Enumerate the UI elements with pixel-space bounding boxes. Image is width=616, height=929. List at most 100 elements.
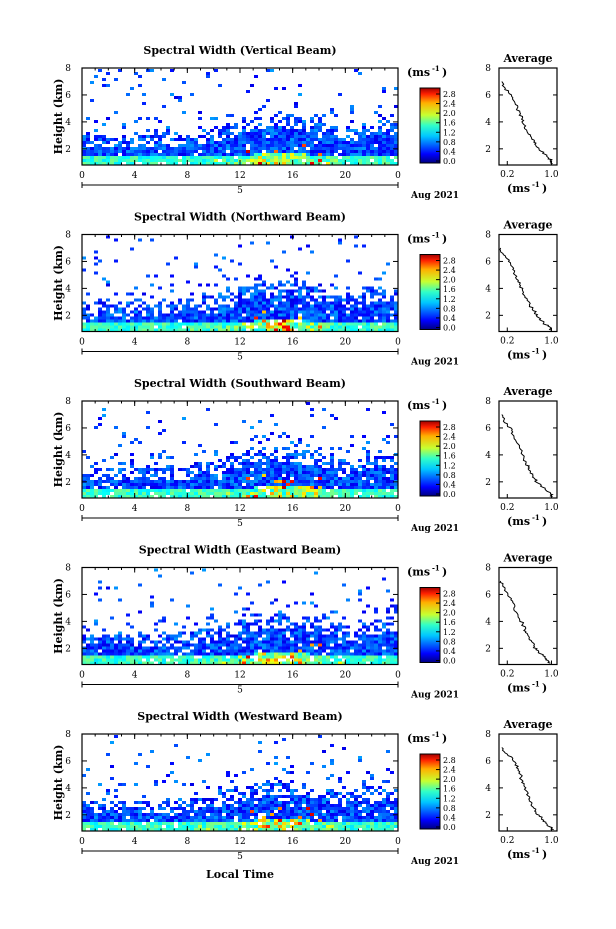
heatmap-cell [290, 162, 294, 165]
heatmap-cell [230, 828, 234, 831]
heatmap-cell [358, 589, 362, 593]
heatmap-cell [158, 307, 162, 311]
heatmap-cell [354, 325, 358, 329]
heatmap-cell [294, 444, 298, 447]
heatmap-cell [346, 295, 350, 299]
heatmap-cell [130, 480, 134, 483]
heatmap-cell [126, 825, 130, 828]
heatmap-cell [366, 462, 370, 465]
heatmap-cell [314, 316, 318, 320]
heatmap-cell [246, 486, 250, 489]
heatmap-cell [286, 132, 290, 135]
heatmap-cell [206, 307, 210, 311]
heatmap-cell [262, 304, 266, 308]
heatmap-cell [318, 141, 322, 144]
heatmap-cell [298, 316, 302, 320]
heatmap-cell [158, 825, 162, 828]
heatmap-cell [374, 661, 378, 665]
heatmap-cell [206, 825, 210, 828]
heatmap-cell [278, 301, 282, 305]
heatmap-cell [170, 661, 174, 665]
heatmap-cell [218, 649, 222, 653]
heatmap-cell [246, 483, 250, 486]
heatmap-cell [162, 325, 166, 329]
heatmap-cell [270, 283, 274, 287]
heatmap-cell [118, 637, 122, 641]
heatmap-cell [158, 652, 162, 656]
heatmap-cell [202, 328, 206, 332]
heatmap-cell [114, 819, 118, 822]
heatmap-cell [310, 316, 314, 320]
heatmap-cell [186, 480, 190, 483]
heatmap-cell [166, 313, 170, 317]
heatmap-cell [170, 156, 174, 159]
heatmap-cell [342, 486, 346, 489]
heatmap-cell [294, 298, 298, 302]
heatmap-cell [374, 495, 378, 498]
heatmap-cell [150, 480, 154, 483]
heatmap-cell [394, 661, 398, 665]
heatmap-cell [298, 129, 302, 132]
heatmap-cell [214, 69, 218, 72]
heatmap-cell [278, 813, 282, 816]
heatmap-cell [358, 628, 362, 632]
heatmap-cell [138, 813, 142, 816]
colorbar-unit-close: ) [442, 566, 447, 579]
heatmap-cell [294, 322, 298, 326]
heatmap-cell [362, 328, 366, 332]
heatmap-cell [338, 468, 342, 471]
heatmap-cell [254, 298, 258, 302]
heatmap-cell [182, 310, 186, 314]
heatmap-cell [366, 147, 370, 150]
heatmap-cell [274, 619, 278, 623]
heatmap-cell [374, 301, 378, 305]
heatmap-cell [330, 649, 334, 653]
heatmap-cell [94, 162, 98, 165]
colorbar-tick-label: 2.0 [443, 609, 456, 618]
heatmap-cell [330, 304, 334, 308]
heatmap-cell [102, 640, 106, 644]
heatmap-cell [226, 277, 230, 281]
heatmap-cell [358, 495, 362, 498]
heatmap-cell [390, 298, 394, 302]
heatmap-cell [362, 319, 366, 323]
heatmap-cell [258, 750, 262, 753]
heatmap-cell [114, 316, 118, 320]
heatmap-cell [158, 489, 162, 492]
colorbar-tick-label: 0.0 [443, 490, 456, 499]
heatmap-cell [290, 816, 294, 819]
heatmap-cell [302, 153, 306, 156]
heatmap-cell [202, 135, 206, 138]
heatmap-cell [122, 825, 126, 828]
average-y-tick-label: 2 [485, 478, 491, 488]
heatmap-cell [166, 316, 170, 320]
heatmap-cell [254, 283, 258, 287]
heatmap-cell [166, 325, 170, 329]
heatmap-cell [302, 126, 306, 129]
heatmap-cell [394, 325, 398, 329]
heatmap-cell [210, 307, 214, 311]
heatmap-cell [142, 646, 146, 650]
heatmap-cell [318, 325, 322, 329]
heatmap-cell [314, 819, 318, 822]
heatmap-cell [258, 468, 262, 471]
heatmap-cell [246, 804, 250, 807]
heatmap-cell [386, 441, 390, 444]
heatmap-cell [338, 162, 342, 165]
heatmap-cell [270, 798, 274, 801]
heatmap-cell [330, 640, 334, 644]
heatmap-cell [126, 304, 130, 308]
heatmap-cell [242, 613, 246, 617]
average-y-tick-label: 8 [485, 64, 491, 74]
heatmap-cell [82, 637, 86, 641]
heatmap-cell [106, 810, 110, 813]
heatmap-cell [238, 634, 242, 638]
heatmap-cell [198, 126, 202, 129]
heatmap-cell [282, 250, 286, 254]
heatmap-cell [354, 310, 358, 314]
heatmap-cell [194, 658, 198, 662]
heatmap-cell [118, 150, 122, 153]
heatmap-cell [270, 162, 274, 165]
heatmap-cell [274, 132, 278, 135]
heatmap-cell [126, 93, 130, 96]
